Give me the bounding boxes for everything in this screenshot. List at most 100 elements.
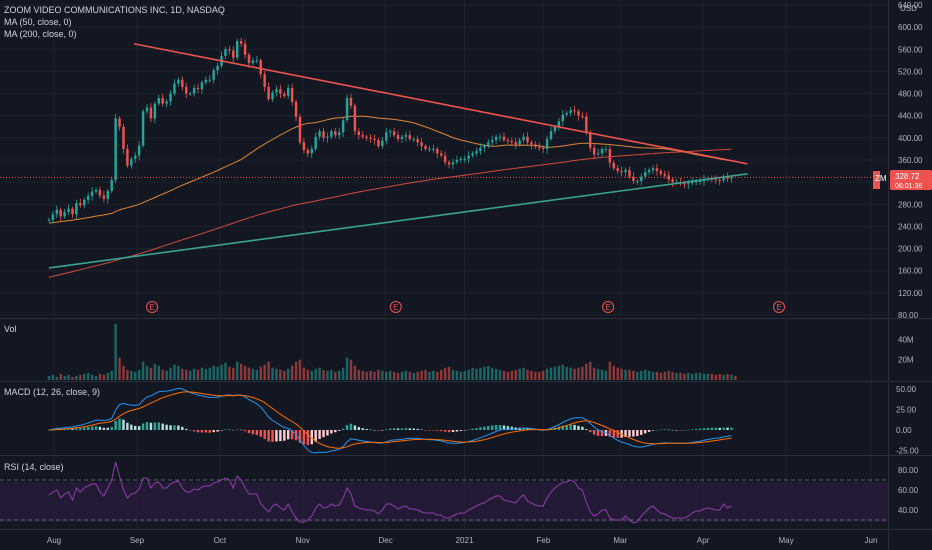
candle-body <box>600 148 604 154</box>
volume-bar <box>710 373 714 380</box>
volume-bar <box>67 374 70 380</box>
candle-body <box>424 146 427 149</box>
volume-bar <box>702 373 706 380</box>
macd-histogram-bar <box>349 423 353 430</box>
volume-bar <box>232 367 235 380</box>
macd-histogram-bar <box>247 430 251 434</box>
trend-lines[interactable] <box>48 42 748 269</box>
macd-histogram-bar <box>79 427 82 430</box>
volume-bar <box>436 371 439 380</box>
candle-body <box>345 98 349 121</box>
macd-histogram-bar <box>463 430 466 431</box>
volume-bar <box>557 365 561 380</box>
macd-histogram-bar <box>683 429 686 431</box>
macd-histogram-bar <box>377 430 380 431</box>
macd-histogram-bar <box>698 428 702 430</box>
ma200-line <box>48 148 732 278</box>
candle-body <box>659 171 663 174</box>
candle-body <box>596 153 600 155</box>
candle-body <box>490 140 494 143</box>
macd-histogram-bar <box>443 430 447 432</box>
macd-histogram-bar <box>90 426 94 430</box>
time-tick-label: 2021 <box>456 536 474 545</box>
macd-pane <box>47 387 733 454</box>
volume-bar <box>365 371 368 380</box>
candle-body <box>334 131 337 136</box>
candle-body <box>612 162 616 169</box>
macd-histogram-bar <box>636 430 639 437</box>
volume-bar <box>647 370 651 380</box>
candle-body <box>349 98 353 106</box>
candle-body <box>385 132 388 141</box>
volume-bar <box>106 372 109 380</box>
volume-bar <box>94 375 98 380</box>
price-tick-label: 440.00 <box>898 112 923 121</box>
macd-histogram-bar <box>569 424 572 430</box>
candle-body <box>149 107 153 119</box>
macd-histogram-bar <box>722 427 725 430</box>
macd-histogram-bar <box>479 427 482 430</box>
price-axis[interactable]: 640.00 600.00 560.00 520.00 480.00 440.00 400.… <box>896 1 923 515</box>
candle-body <box>236 40 239 58</box>
macd-histogram-bar <box>255 430 259 436</box>
volume-bar <box>79 374 82 380</box>
macd-histogram-bar <box>192 430 196 432</box>
candle-body <box>271 92 274 100</box>
volume-bar <box>628 369 631 380</box>
macd-histogram-bar <box>149 422 153 430</box>
volume-bar <box>267 361 270 380</box>
candle-body <box>722 177 725 181</box>
candle-body <box>137 145 141 156</box>
candle-body <box>318 131 321 137</box>
volume-bar <box>349 359 353 380</box>
candle-body <box>361 135 364 137</box>
candle-body <box>326 136 329 138</box>
volume-bar <box>75 375 78 380</box>
candle-body <box>412 138 415 140</box>
macd-tick-label: 25.00 <box>896 406 917 415</box>
price-tick-label: 80.00 <box>898 311 919 320</box>
macd-histogram-bar <box>169 425 172 430</box>
macd-histogram-bar <box>714 427 717 430</box>
candle-body <box>671 179 674 183</box>
macd-histogram-bar <box>396 428 400 430</box>
volume-bar <box>153 363 157 380</box>
candle-body <box>479 147 482 152</box>
time-tick-label: Feb <box>536 536 550 545</box>
price-tick-label: 200.00 <box>898 245 923 254</box>
candle-body <box>608 148 612 163</box>
volume-bar <box>412 372 415 380</box>
volume-bar <box>479 367 482 380</box>
candle-body <box>569 110 572 113</box>
lower-trendline <box>48 173 748 269</box>
candle-body <box>604 148 608 150</box>
volume-bar <box>498 369 502 380</box>
time-axis[interactable]: Aug Sep Oct Nov Dec 2021 Feb Mar Apr May Jun <box>47 536 878 545</box>
macd-histogram-bar <box>655 429 659 431</box>
macd-histogram-bar <box>640 430 643 435</box>
rsi-band <box>0 482 888 522</box>
volume-bar <box>385 371 388 380</box>
macd-histogram-bar <box>565 424 568 430</box>
earnings-icon <box>772 301 785 313</box>
volume-bar <box>373 371 376 380</box>
macd-histogram-bar <box>302 430 306 445</box>
candle-body <box>494 136 498 141</box>
candle-body <box>640 176 643 182</box>
macd-histogram-bar <box>200 430 204 433</box>
candle-body <box>526 136 529 143</box>
macd-histogram-bar <box>451 430 455 433</box>
candle-body <box>416 138 419 143</box>
volume-bar <box>196 369 200 380</box>
macd-histogram-bar <box>561 425 565 430</box>
volume-bar <box>483 366 486 380</box>
candle-body <box>592 147 596 155</box>
candle-body <box>726 177 729 179</box>
volume-bar <box>534 371 537 380</box>
candle-body <box>298 116 302 143</box>
volume-bar <box>283 370 286 380</box>
badge-price: 328.72 <box>895 172 920 181</box>
macd-histogram-bar <box>71 428 74 430</box>
candle-body <box>157 98 160 104</box>
